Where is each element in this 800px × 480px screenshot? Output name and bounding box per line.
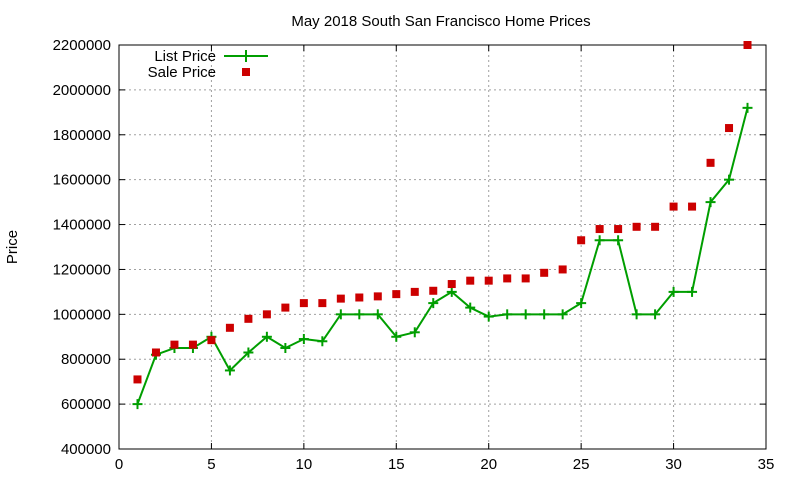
list-price-point bbox=[631, 309, 642, 320]
list-price-point bbox=[557, 309, 568, 320]
sale-price-point bbox=[614, 225, 623, 234]
list-price-point bbox=[243, 347, 254, 358]
sale-price-point bbox=[632, 222, 641, 231]
sale-price-point bbox=[429, 286, 438, 295]
sale-price-point bbox=[170, 340, 179, 349]
list-price-point bbox=[428, 298, 439, 309]
sale-price-point bbox=[188, 340, 197, 349]
y-tick-label: 2200000 bbox=[53, 37, 111, 54]
list-price-point bbox=[687, 286, 698, 297]
sale-price-point bbox=[577, 236, 586, 245]
y-tick-label: 1000000 bbox=[53, 306, 111, 323]
sale-price-point bbox=[725, 124, 734, 133]
y-tick-label: 1400000 bbox=[53, 217, 111, 234]
list-price-point bbox=[705, 197, 716, 208]
x-tick-label: 0 bbox=[115, 456, 123, 473]
legend-marker-sale-price bbox=[242, 68, 250, 76]
sale-price-point bbox=[688, 202, 697, 211]
sale-price-point bbox=[410, 287, 419, 296]
legend-label-list-price: List Price bbox=[154, 48, 216, 65]
sale-price-point bbox=[373, 292, 382, 301]
sale-price-point bbox=[466, 276, 475, 285]
list-price-point bbox=[668, 286, 679, 297]
sale-price-point bbox=[225, 323, 234, 332]
list-price-point bbox=[317, 336, 328, 347]
list-price-point bbox=[298, 334, 309, 345]
sale-price-point bbox=[151, 348, 160, 357]
sale-price-point bbox=[447, 280, 456, 289]
x-tick-label: 35 bbox=[758, 456, 775, 473]
sale-price-point bbox=[262, 310, 271, 319]
sale-price-point bbox=[299, 299, 308, 308]
y-tick-label: 2000000 bbox=[53, 82, 111, 99]
legend: List Price Sale Price bbox=[148, 48, 268, 81]
list-price-point bbox=[391, 331, 402, 342]
sale-price-point bbox=[651, 222, 660, 231]
x-tick-label: 5 bbox=[207, 456, 215, 473]
list-price-point bbox=[335, 309, 346, 320]
sale-price-point bbox=[244, 314, 253, 323]
list-price-point bbox=[650, 309, 661, 320]
sale-price-point bbox=[595, 225, 604, 234]
y-axis-label: Price bbox=[4, 230, 21, 264]
grid-lines bbox=[119, 45, 766, 449]
y-tick-label: 400000 bbox=[61, 441, 111, 458]
y-tick-label: 1200000 bbox=[53, 261, 111, 278]
sale-price-point bbox=[521, 274, 530, 283]
list-price-point bbox=[520, 309, 531, 320]
sale-price-point bbox=[743, 41, 752, 49]
sale-price-point bbox=[318, 299, 327, 308]
list-price-point bbox=[465, 302, 476, 313]
legend-label-sale-price: Sale Price bbox=[148, 64, 216, 81]
list-price-point bbox=[742, 102, 753, 113]
list-price-point bbox=[724, 174, 735, 185]
x-tick-label: 10 bbox=[296, 456, 313, 473]
list-price-point bbox=[613, 235, 624, 246]
list-price-point bbox=[354, 309, 365, 320]
list-price-point bbox=[483, 311, 494, 322]
list-price-point bbox=[280, 343, 291, 353]
y-tick-label: 800000 bbox=[61, 351, 111, 368]
sale-price-point bbox=[540, 268, 549, 277]
chart-title: May 2018 South San Francisco Home Prices bbox=[291, 13, 590, 30]
sale-price-point bbox=[706, 158, 715, 167]
sale-price-point bbox=[133, 375, 142, 384]
list-price-point bbox=[446, 286, 457, 297]
sale-price-point bbox=[484, 276, 493, 285]
sale-price-point bbox=[558, 265, 567, 274]
list-price-point bbox=[576, 298, 587, 309]
sale-price-point bbox=[669, 202, 678, 211]
y-tick-label: 1800000 bbox=[53, 127, 111, 144]
y-tick-label: 1600000 bbox=[53, 172, 111, 189]
list-price-point bbox=[594, 235, 605, 246]
x-tick-label: 25 bbox=[573, 456, 590, 473]
sale-price-point bbox=[207, 336, 216, 345]
sale-price-point bbox=[336, 294, 345, 303]
x-tick-label: 15 bbox=[388, 456, 405, 473]
list-price-line bbox=[136, 107, 749, 405]
list-price-point bbox=[132, 399, 143, 410]
plot-frame bbox=[118, 44, 767, 450]
sale-price-point bbox=[281, 303, 290, 312]
legend-marker-list-price bbox=[240, 50, 252, 62]
list-price-point bbox=[224, 365, 235, 376]
y-tick-label: 600000 bbox=[61, 396, 111, 413]
series-marks bbox=[132, 41, 753, 410]
sale-price-point bbox=[392, 290, 401, 299]
sale-price-point bbox=[503, 274, 512, 283]
x-tick-label: 20 bbox=[480, 456, 497, 473]
list-price-point bbox=[502, 309, 513, 320]
list-price-point bbox=[409, 327, 420, 338]
axes: 0 5 10 15 20 25 30 35 400000 600000 800000 1000000 1… bbox=[53, 37, 775, 473]
x-tick-label: 30 bbox=[665, 456, 682, 473]
list-price-point bbox=[372, 309, 383, 320]
list-price-point bbox=[539, 309, 550, 320]
list-price-point bbox=[261, 331, 272, 342]
sale-price-point bbox=[355, 293, 364, 302]
